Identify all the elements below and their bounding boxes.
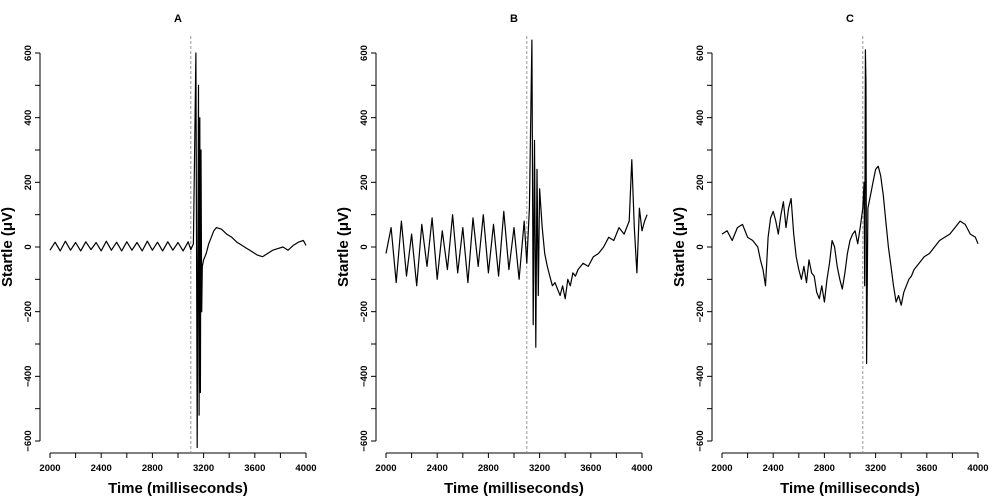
x-tick-label: 3600 bbox=[916, 463, 937, 474]
y-tick-label: 600 bbox=[23, 45, 34, 61]
y-tick-label: 0 bbox=[359, 244, 370, 249]
x-axis-title: Time (milliseconds) bbox=[108, 480, 248, 497]
y-tick-label: −200 bbox=[695, 301, 706, 322]
y-tick-label: −200 bbox=[359, 301, 370, 322]
y-tick-label: −400 bbox=[359, 366, 370, 387]
y-tick-label: −400 bbox=[23, 366, 34, 387]
x-axis-title: Time (milliseconds) bbox=[444, 480, 584, 497]
x-tick-label: 2800 bbox=[814, 463, 835, 474]
x-tick-label: 2800 bbox=[142, 463, 163, 474]
x-tick-label: 2800 bbox=[478, 463, 499, 474]
y-tick-label: 400 bbox=[359, 110, 370, 126]
y-tick-label: 200 bbox=[359, 174, 370, 190]
panel-title: B bbox=[510, 13, 518, 25]
startle-trace bbox=[721, 49, 979, 364]
y-tick-label: −600 bbox=[695, 430, 706, 451]
y-axis-title: Startle (μV) bbox=[0, 207, 16, 287]
y-tick-label: −400 bbox=[695, 366, 706, 387]
chart-panel-2: B 2000 2400 2800 3200 3600 4000 −600 −400 −200 0 20… bbox=[335, 13, 653, 497]
x-tick-label: 3200 bbox=[529, 463, 550, 474]
x-tick-label: 2000 bbox=[375, 463, 396, 474]
y-axis-title: Startle (μV) bbox=[671, 207, 688, 287]
x-axis-title: Time (milliseconds) bbox=[780, 480, 920, 497]
x-tick-label: 3600 bbox=[244, 463, 265, 474]
x-tick-label: 3600 bbox=[580, 463, 601, 474]
y-tick-label: 600 bbox=[695, 45, 706, 61]
y-tick-label: 400 bbox=[23, 110, 34, 126]
x-tick-label: 2400 bbox=[91, 463, 112, 474]
y-tick-label: 400 bbox=[695, 110, 706, 126]
x-tick-label: 2400 bbox=[427, 463, 448, 474]
y-axis-title: Startle (μV) bbox=[335, 207, 352, 287]
y-tick-label: 600 bbox=[359, 45, 370, 61]
panel-title: A bbox=[174, 13, 182, 25]
panel-title: C bbox=[846, 13, 854, 25]
x-tick-label: 2000 bbox=[711, 463, 732, 474]
chart-panel-3: C 2000 2400 2800 3200 3600 4000 −600 −400 −200 0 20… bbox=[671, 13, 989, 497]
startle-trace bbox=[385, 39, 648, 348]
x-tick-label: 4000 bbox=[631, 463, 652, 474]
x-tick-label: 2000 bbox=[39, 463, 60, 474]
y-tick-label: 200 bbox=[695, 174, 706, 190]
y-tick-label: 200 bbox=[23, 174, 34, 190]
x-tick-label: 3200 bbox=[865, 463, 886, 474]
chart-panel-1: A 2000 2400 2800 3200 3600 4000 −600 −400 −200 0 20… bbox=[0, 13, 317, 497]
x-tick-label: 2400 bbox=[763, 463, 784, 474]
y-tick-label: −600 bbox=[23, 430, 34, 451]
y-tick-label: 0 bbox=[23, 244, 34, 249]
x-tick-label: 4000 bbox=[967, 463, 988, 474]
startle-trace bbox=[49, 52, 307, 449]
x-tick-label: 3200 bbox=[193, 463, 214, 474]
x-tick-label: 4000 bbox=[295, 463, 316, 474]
y-tick-label: 0 bbox=[695, 244, 706, 249]
y-tick-label: −200 bbox=[23, 301, 34, 322]
y-tick-label: −600 bbox=[359, 430, 370, 451]
